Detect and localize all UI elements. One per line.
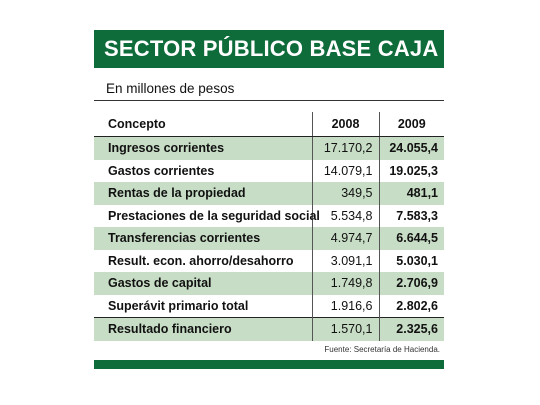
table-row: Result. econ. ahorro/desahorro 3.091,1 5… bbox=[94, 249, 444, 272]
row-label: Ingresos corrientes bbox=[94, 136, 312, 160]
value-2009: 7.583,3 bbox=[378, 204, 444, 227]
page-title: SECTOR PÚBLICO BASE CAJA bbox=[94, 30, 444, 68]
table-row: Gastos corrientes 14.079,1 19.025,3 bbox=[94, 159, 444, 182]
value-2009: 24.055,4 bbox=[378, 136, 444, 160]
value-2008: 17.170,2 bbox=[311, 136, 379, 160]
table-row: Rentas de la propiedad 349,5 481,1 bbox=[94, 182, 444, 205]
header-2008: 2008 bbox=[311, 112, 379, 137]
value-2008: 349,5 bbox=[311, 182, 379, 205]
table-row: Superávit primario total 1.916,6 2.802,6 bbox=[94, 294, 444, 318]
table-row-total: Resultado financiero 1.570,1 2.325,6 bbox=[94, 317, 444, 341]
value-2008: 1.749,8 bbox=[311, 272, 379, 295]
source-note: Fuente: Secretaría de Hacienda. bbox=[324, 344, 440, 354]
row-label: Result. econ. ahorro/desahorro bbox=[94, 249, 312, 272]
subtitle: En millones de pesos bbox=[106, 81, 235, 96]
value-2009: 481,1 bbox=[378, 182, 444, 205]
table-row: Prestaciones de la seguridad social 5.53… bbox=[94, 204, 444, 227]
data-table: Concepto 2008 2009 Ingresos corrientes 1… bbox=[94, 112, 444, 341]
value-2008: 5.534,8 bbox=[311, 204, 379, 227]
value-2009: 2.325,6 bbox=[378, 317, 444, 341]
value-2008: 1.916,6 bbox=[311, 294, 379, 318]
value-2009: 2.802,6 bbox=[378, 294, 444, 318]
table-row: Gastos de capital 1.749,8 2.706,9 bbox=[94, 272, 444, 295]
value-2009: 2.706,9 bbox=[378, 272, 444, 295]
row-label: Superávit primario total bbox=[94, 294, 312, 318]
table-row: Ingresos corrientes 17.170,2 24.055,4 bbox=[94, 136, 444, 160]
row-label: Rentas de la propiedad bbox=[94, 182, 312, 205]
table-row: Transferencias corrientes 4.974,7 6.644,… bbox=[94, 227, 444, 250]
value-2009: 6.644,5 bbox=[378, 227, 444, 250]
row-label: Resultado financiero bbox=[94, 317, 312, 341]
subtitle-divider bbox=[94, 100, 444, 101]
header-2009: 2009 bbox=[378, 112, 444, 137]
row-label: Transferencias corrientes bbox=[94, 227, 312, 250]
row-label: Gastos corrientes bbox=[94, 159, 312, 182]
value-2008: 1.570,1 bbox=[311, 317, 379, 341]
infographic-card: SECTOR PÚBLICO BASE CAJA En millones de … bbox=[94, 30, 444, 369]
value-2009: 5.030,1 bbox=[378, 249, 444, 272]
table-header-row: Concepto 2008 2009 bbox=[94, 112, 444, 137]
row-label: Prestaciones de la seguridad social bbox=[94, 204, 320, 227]
value-2009: 19.025,3 bbox=[378, 159, 444, 182]
bottom-accent-bar bbox=[94, 359, 444, 369]
row-label: Gastos de capital bbox=[94, 272, 312, 295]
value-2008: 14.079,1 bbox=[311, 159, 379, 182]
value-2008: 4.974,7 bbox=[311, 227, 379, 250]
value-2008: 3.091,1 bbox=[311, 249, 379, 272]
header-concepto: Concepto bbox=[94, 112, 312, 137]
